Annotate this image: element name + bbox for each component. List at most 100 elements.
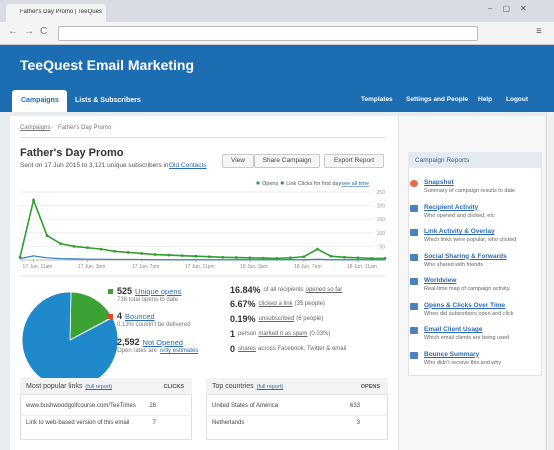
series-point [275,256,279,260]
stat-text: across Facebook, Twitter & email [258,346,347,352]
series-point [343,255,346,259]
report-desc: Who didn't receive this and why [424,359,502,366]
y-tick-label: 100 [377,231,386,237]
report-title[interactable]: Worldview [424,277,457,284]
table-title: Most popular links [26,383,83,390]
series-point [86,246,89,250]
stat-number: 525 [117,286,133,296]
stat-number: 0.19% [230,314,256,324]
table-cell: United States of America [212,403,279,409]
stat-label[interactable]: Not Opened [142,338,183,347]
table-column: OPENS [360,384,380,390]
report-icon [410,180,418,187]
stat-number: 4 [117,311,123,321]
legend-swatch [256,181,260,185]
table-cell: 3 [356,420,360,426]
stat-sub: 738 total opens to date [117,297,179,303]
stat-number: 16.84% [230,285,261,295]
stat-label[interactable]: Unique opens [135,287,182,296]
series-point [167,253,171,257]
window-controls[interactable]: –▢✕ [488,4,537,13]
stat-label[interactable]: Bounced [125,312,155,321]
stat-sub-link[interactable]: only estimates [160,348,199,354]
table-title: Top countries [212,383,254,390]
sidebar-title: Campaign Reports [415,157,470,164]
report-icon [410,204,418,212]
share-button[interactable]: Share Campaign [254,154,320,168]
row-divider [206,415,388,416]
series-point [126,250,130,254]
sidebar-box [408,152,542,376]
nav-campaigns[interactable]: Campaigns [21,97,59,104]
report-title[interactable]: Link Activity & Overlay [424,228,495,235]
report-title[interactable]: Email Client Usage [424,326,483,333]
series-point [329,254,333,258]
nav-templates[interactable]: Templates [361,96,393,103]
stat-sub: 0.13% couldn't be delivered [117,322,191,328]
series-point [261,256,265,260]
series-point [72,245,76,248]
report-desc: Who shared with friends [424,261,483,268]
nav-buttons[interactable]: ←→C [8,26,54,37]
stat-text: (35 people) [294,301,325,307]
stat-text: of all recipients [263,287,304,293]
series-point [99,247,103,251]
report-title[interactable]: Opens & Clicks Over Time [424,301,506,309]
report-icon [410,229,418,236]
table-link[interactable]: (full report) [85,384,113,390]
report-icon [410,253,418,261]
report-icon [410,278,418,285]
series-point [113,249,117,253]
stat-swatch [108,340,113,345]
x-tick-label: 18 Jun, 3am [240,264,268,270]
stat-link[interactable]: unsubscribed [258,316,295,322]
browser-tab[interactable] [6,4,106,22]
menu-icon[interactable]: ≡ [536,26,542,37]
stat-swatch [108,289,113,294]
campaign-title: Father's Day Promo [20,147,124,159]
nav-logout[interactable]: Logout [506,96,529,103]
table-cell: Netherlands [212,420,245,426]
export-button[interactable]: Export Report [324,154,384,168]
table-link[interactable]: (full report) [256,384,284,390]
breadcrumb-link[interactable]: Campaigns [20,125,51,131]
stat-number: 2,592 [117,337,140,347]
nav-help[interactable]: Help [478,96,493,103]
report-title[interactable]: Bounce Summary [424,350,480,358]
url-field[interactable] [58,26,478,41]
list-link[interactable]: Old Contacts [169,162,207,169]
report-title[interactable]: Social Sharing & Forwards [424,252,507,260]
stat-number: 1 [230,329,236,339]
series-point [194,254,198,258]
nav-lists[interactable]: Lists & Subscribers [75,97,141,104]
series-point [248,256,252,260]
legend-label: Link Clicks for first day [286,181,341,187]
stat-text: (6 people) [296,316,324,322]
series-point [59,242,62,246]
active-tab[interactable] [12,90,67,112]
stat-link[interactable]: shares [238,346,257,352]
stat-link[interactable]: clicked a link [258,301,293,307]
sidebar-header-bg [408,152,542,168]
stat-link[interactable]: opened so far [305,287,343,293]
stat-link[interactable]: marked it as spam [258,331,308,337]
report-title[interactable]: Recipient Activity [424,203,479,211]
tab-title: Father's Day Promo | TeeQuest [20,9,102,15]
series-point [383,256,387,260]
report-desc: Summary of campaign results to date [424,188,516,194]
series-point [180,254,184,258]
table-header-bg [20,378,192,395]
series-point [153,253,157,256]
series-point [370,256,373,260]
series-point [234,256,238,259]
scrollbar[interactable] [546,112,554,450]
nav-settings[interactable]: Settings and People [406,96,469,103]
stat-swatch [108,314,113,319]
series-point [316,247,319,251]
report-title[interactable]: Snapshot [424,179,454,186]
y-tick-label: 50 [379,244,385,250]
table-header-bg [206,378,388,395]
legend-label: Opens [262,181,278,187]
view-button[interactable]: View [222,154,254,168]
